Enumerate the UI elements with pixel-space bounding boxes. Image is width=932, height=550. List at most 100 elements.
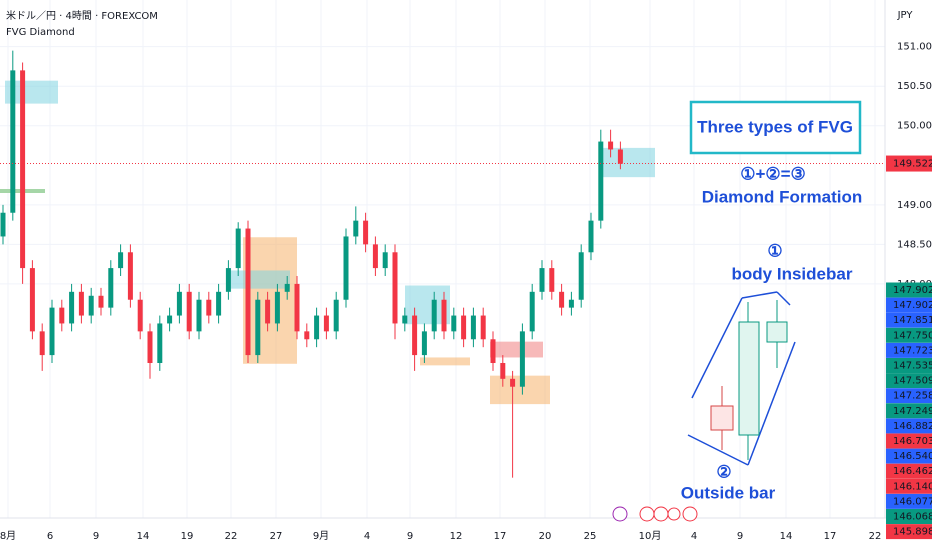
x-tick-label: 4 [691, 531, 697, 542]
annotation: body Insidebar [732, 264, 853, 283]
x-tick-label: 17 [824, 531, 837, 542]
candle-body [20, 70, 26, 269]
x-tick-label: 9 [737, 531, 743, 542]
candle-body [108, 268, 114, 308]
candle-body [235, 228, 241, 269]
price-tag [886, 388, 932, 404]
price-tag-label: 147.258 [893, 391, 932, 402]
candle-body [59, 307, 65, 324]
grid [0, 0, 885, 518]
annotation-title: Three types of FVG [697, 117, 853, 136]
x-tick-label: 20 [539, 531, 552, 542]
x-tick-label: 17 [494, 531, 507, 542]
price-tag [886, 342, 932, 358]
candle-body [333, 299, 339, 332]
candle-body [88, 295, 94, 316]
annotation-box [689, 100, 862, 155]
price-tag [886, 463, 932, 479]
annotation: Outside bar [681, 483, 776, 502]
candle-body [568, 299, 574, 308]
illustration-candles [710, 300, 788, 460]
price-tag-label: 147.902 [893, 285, 932, 296]
candle-body [598, 141, 604, 221]
candle-body [372, 244, 378, 269]
price-tag-label: 146.540 [893, 451, 932, 462]
price-tag-label: 147.249 [893, 406, 932, 417]
price-tag-label: 147.750 [893, 330, 932, 341]
price-tag-label: 147.851 [893, 315, 932, 326]
candles [0, 50, 623, 478]
fvg-zone [420, 357, 470, 366]
price-tag [886, 312, 932, 328]
price-tag [886, 433, 932, 449]
candle-body [225, 268, 231, 292]
diamond-drawing [687, 291, 796, 466]
x-tick-label: 10月 [639, 530, 662, 542]
candle-body [539, 268, 545, 292]
fvg-zone [5, 80, 58, 104]
indicator-name: FVG Diamond [6, 27, 75, 38]
candle-body [343, 236, 349, 300]
candle-body [608, 141, 614, 150]
y-tick-label: 148.500 [897, 239, 932, 250]
candle-body [461, 315, 467, 340]
candle-body [274, 291, 280, 324]
candle-body [480, 315, 486, 340]
candle-body [147, 331, 153, 363]
price-tag [886, 358, 932, 373]
price-tag-label: 146.462 [893, 466, 932, 477]
candle-body [353, 220, 359, 237]
annotation: Diamond Formation [702, 187, 863, 206]
candle-body [216, 291, 222, 316]
last-price-label: 149.522 [893, 159, 932, 170]
currency: JPY [897, 10, 914, 21]
x-tick-label: 12 [450, 531, 463, 542]
x-tick-label: 27 [270, 531, 283, 542]
price-tag-label: 145.898 [893, 527, 932, 538]
fvg-zone [600, 147, 655, 178]
candle-body [0, 212, 6, 237]
event-icons [612, 506, 698, 522]
candle-body [451, 315, 457, 332]
price-tag-label: 146.077 [893, 496, 932, 507]
annotation: ①+②=③ [740, 164, 806, 183]
candle-body [127, 252, 133, 300]
last-price-tag [886, 155, 932, 172]
fvg-zone [230, 270, 290, 289]
price-tag [886, 373, 932, 389]
candle-body [304, 331, 310, 340]
candle-body [69, 291, 75, 324]
x-tick-label: 19 [181, 531, 194, 542]
x-tick-label: 22 [869, 531, 882, 542]
candle-body [412, 315, 418, 356]
y-tick-label: 149.000 [897, 200, 932, 211]
candle-body [470, 315, 476, 340]
candle-body [578, 252, 584, 300]
price-tag [886, 478, 932, 494]
y-tick-label: 150.000 [897, 121, 932, 132]
x-tick-label: 8月 [0, 530, 16, 542]
x-tick-label: 14 [780, 531, 793, 542]
candle-body [314, 315, 320, 340]
candle-body [176, 291, 182, 316]
x-tick-label: 4 [364, 531, 370, 542]
price-tag-label: 146.703 [893, 436, 932, 447]
candle-body [382, 252, 388, 269]
candle-body [421, 331, 427, 356]
price-tag [886, 403, 932, 419]
price-tag-label: 147.509 [893, 376, 932, 387]
price-tag [886, 327, 932, 343]
candle-body [206, 299, 212, 316]
candle-body [392, 252, 398, 324]
candle-body [118, 252, 124, 269]
fvg-zone [490, 341, 543, 358]
x-tick-label: 9 [407, 531, 413, 542]
candle-body [323, 315, 329, 332]
candle-body [510, 378, 516, 387]
candle-body [265, 299, 271, 324]
candle-body [529, 291, 535, 332]
candle-body [29, 268, 35, 332]
candle-body [441, 299, 447, 332]
